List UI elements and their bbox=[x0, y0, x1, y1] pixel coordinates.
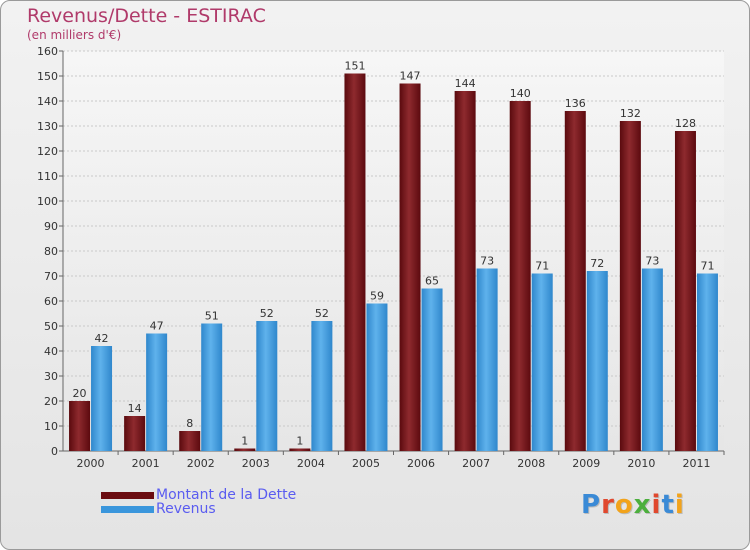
y-tick-label: 50 bbox=[44, 320, 58, 333]
bar-revenus bbox=[476, 268, 498, 451]
bar-debt bbox=[454, 91, 476, 451]
legend-swatch-revenus bbox=[101, 506, 154, 513]
bar-debt bbox=[289, 448, 311, 451]
bar-revenus bbox=[311, 321, 333, 451]
bar-revenus bbox=[91, 346, 113, 451]
data-label: 128 bbox=[675, 117, 696, 130]
x-tick-label: 2011 bbox=[682, 457, 710, 470]
data-label: 147 bbox=[400, 70, 421, 83]
y-tick-label: 10 bbox=[44, 420, 58, 433]
bar-debt bbox=[124, 416, 146, 451]
bar-debt bbox=[344, 73, 366, 451]
x-tick-label: 2003 bbox=[242, 457, 270, 470]
logo-letter: t bbox=[661, 490, 675, 520]
data-label: 20 bbox=[73, 387, 87, 400]
proxiti-logo: Proxiti bbox=[581, 490, 685, 520]
bar-debt bbox=[509, 101, 531, 451]
x-tick-label: 2010 bbox=[627, 457, 655, 470]
y-tick-label: 60 bbox=[44, 295, 58, 308]
logo-letter: o bbox=[614, 490, 634, 520]
logo-letter: P bbox=[581, 490, 602, 520]
bar-debt bbox=[399, 83, 421, 451]
y-tick-label: 70 bbox=[44, 270, 58, 283]
data-label: 1 bbox=[241, 435, 248, 448]
data-label: 73 bbox=[480, 255, 494, 268]
y-tick-label: 40 bbox=[44, 345, 58, 358]
x-tick-label: 2005 bbox=[352, 457, 380, 470]
bar-revenus bbox=[531, 273, 553, 451]
x-tick-label: 2001 bbox=[132, 457, 160, 470]
y-tick-label: 30 bbox=[44, 370, 58, 383]
data-label: 14 bbox=[128, 402, 142, 415]
y-tick-label: 150 bbox=[37, 70, 58, 83]
legend-swatch-debt bbox=[101, 492, 154, 499]
y-tick-label: 80 bbox=[44, 245, 58, 258]
bar-debt bbox=[619, 121, 641, 451]
bar-revenus bbox=[641, 268, 663, 451]
bar-revenus bbox=[421, 288, 443, 451]
bar-debt bbox=[69, 401, 91, 451]
bar-revenus bbox=[146, 333, 168, 451]
plot-area bbox=[63, 51, 724, 451]
data-label: 151 bbox=[344, 60, 365, 73]
bar-debt bbox=[179, 431, 201, 451]
data-label: 144 bbox=[455, 77, 476, 90]
data-label: 59 bbox=[370, 290, 384, 303]
bar-revenus bbox=[366, 303, 388, 451]
y-tick-label: 20 bbox=[44, 395, 58, 408]
logo-letter: i bbox=[651, 490, 662, 520]
bar-debt bbox=[564, 111, 586, 451]
x-tick-label: 2006 bbox=[407, 457, 435, 470]
logo-letter: x bbox=[633, 490, 652, 520]
data-label: 71 bbox=[535, 260, 549, 273]
x-tick-label: 2008 bbox=[517, 457, 545, 470]
y-tick-label: 130 bbox=[37, 120, 58, 133]
y-tick-label: 120 bbox=[37, 145, 58, 158]
data-label: 140 bbox=[510, 87, 531, 100]
x-tick-label: 2004 bbox=[297, 457, 325, 470]
x-tick-label: 2007 bbox=[462, 457, 490, 470]
data-label: 71 bbox=[700, 260, 714, 273]
logo-letter: i bbox=[674, 490, 685, 520]
x-tick-label: 2002 bbox=[187, 457, 215, 470]
chart-subtitle: (en milliers d'€) bbox=[27, 28, 122, 42]
bar-revenus bbox=[256, 321, 278, 451]
bar-revenus bbox=[696, 273, 718, 451]
y-tick-label: 90 bbox=[44, 220, 58, 233]
bar-revenus bbox=[201, 323, 223, 451]
data-label: 8 bbox=[186, 417, 193, 430]
bar-debt bbox=[234, 448, 256, 451]
bar-debt bbox=[674, 131, 696, 451]
y-tick-label: 140 bbox=[37, 95, 58, 108]
data-label: 42 bbox=[95, 332, 109, 345]
y-tick-label: 160 bbox=[37, 45, 58, 58]
data-label: 52 bbox=[260, 307, 274, 320]
data-label: 72 bbox=[590, 257, 604, 270]
data-label: 52 bbox=[315, 307, 329, 320]
chart-title: Revenus/Dette - ESTIRAC bbox=[27, 5, 266, 27]
data-label: 132 bbox=[620, 107, 641, 120]
x-tick-label: 2000 bbox=[77, 457, 105, 470]
bar-revenus bbox=[586, 271, 608, 451]
y-tick-label: 110 bbox=[37, 170, 58, 183]
data-label: 51 bbox=[205, 310, 219, 323]
data-label: 65 bbox=[425, 275, 439, 288]
legend-label-revenus: Revenus bbox=[156, 501, 216, 517]
logo-letter: r bbox=[601, 490, 615, 520]
y-tick-label: 0 bbox=[51, 445, 58, 458]
y-tick-label: 100 bbox=[37, 195, 58, 208]
x-tick-label: 2009 bbox=[572, 457, 600, 470]
data-label: 136 bbox=[565, 97, 586, 110]
legend-label-debt: Montant de la Dette bbox=[156, 487, 297, 503]
data-label: 73 bbox=[645, 255, 659, 268]
data-label: 47 bbox=[150, 320, 164, 333]
data-label: 1 bbox=[296, 435, 303, 448]
